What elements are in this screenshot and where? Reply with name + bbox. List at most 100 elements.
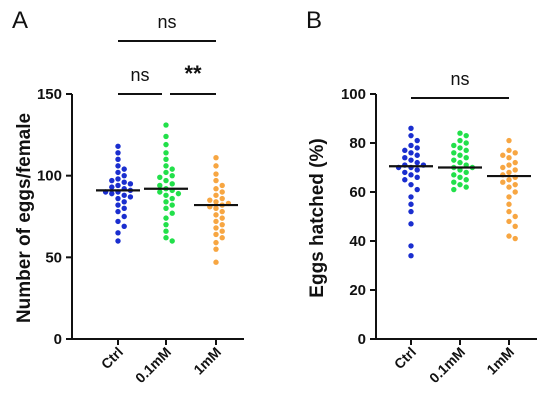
data-point <box>115 218 121 225</box>
data-point <box>506 208 512 215</box>
data-point <box>169 181 175 187</box>
data-point <box>169 195 175 202</box>
y-axis-label: Number of eggs/female <box>14 113 35 323</box>
data-point <box>512 223 518 229</box>
data-point <box>109 184 115 190</box>
data-point <box>408 150 414 156</box>
data-point <box>500 179 506 185</box>
data-point <box>463 155 469 161</box>
data-point <box>414 167 420 173</box>
data-point <box>219 228 225 234</box>
panel-letter: B <box>306 7 322 34</box>
data-point <box>121 205 127 212</box>
data-point <box>402 177 408 183</box>
data-point <box>121 172 127 179</box>
data-point <box>451 179 457 185</box>
data-point <box>500 152 506 158</box>
data-point <box>457 152 463 158</box>
data-point <box>512 181 518 188</box>
data-point <box>213 171 219 177</box>
data-point <box>213 163 219 169</box>
y-tick-label: 20 <box>349 282 366 299</box>
data-point <box>512 167 518 173</box>
data-point <box>213 155 219 161</box>
x-tick-label: 1mM <box>483 344 517 378</box>
data-point <box>163 221 169 228</box>
data-point <box>121 166 127 172</box>
data-point <box>402 155 408 161</box>
data-point <box>500 164 506 171</box>
data-point <box>121 223 127 229</box>
data-point <box>457 145 463 151</box>
data-point <box>414 186 420 193</box>
data-point <box>213 231 219 238</box>
data-point <box>506 137 512 144</box>
data-point <box>163 228 169 234</box>
data-point <box>219 182 225 189</box>
data-point <box>408 132 414 139</box>
data-point <box>414 137 420 144</box>
data-point <box>457 167 463 173</box>
data-point <box>121 199 127 205</box>
data-point <box>402 147 408 154</box>
data-point <box>457 130 463 136</box>
data-point <box>219 195 225 202</box>
panel-b: B 0 20 40 60 80 100 Eggs hatched (%) Ctrl 0.1mM 1m… <box>306 7 537 386</box>
data-point <box>408 243 414 249</box>
data-point <box>115 208 121 215</box>
data-point <box>457 181 463 188</box>
data-point <box>408 172 414 178</box>
data-point <box>169 172 175 179</box>
data-point <box>163 199 169 205</box>
data-point <box>115 202 121 208</box>
data-point <box>457 174 463 180</box>
data-point <box>512 213 518 220</box>
data-point <box>157 174 163 180</box>
data-point <box>163 169 169 176</box>
data-point <box>506 184 512 190</box>
data-point <box>512 159 518 166</box>
data-point <box>414 145 420 151</box>
data-point <box>451 150 457 156</box>
data-point <box>414 159 420 166</box>
data-point <box>512 189 518 195</box>
data-point <box>402 169 408 176</box>
data-point <box>408 208 414 215</box>
significance-label: ns <box>450 69 469 89</box>
x-tick-label: Ctrl <box>98 344 126 372</box>
data-point <box>451 186 457 193</box>
data-point <box>157 182 163 189</box>
data-point <box>451 157 457 163</box>
data-point <box>157 189 163 195</box>
data-point <box>213 259 219 265</box>
data-point <box>219 189 225 195</box>
data-point <box>163 205 169 212</box>
data-point <box>115 143 121 149</box>
data-point <box>109 177 115 184</box>
y-axis-label: Eggs hatched (%) <box>307 138 328 297</box>
data-point <box>127 194 134 200</box>
data-point <box>115 238 121 244</box>
data-point <box>512 150 518 156</box>
data-point <box>163 235 169 241</box>
data-point <box>127 181 134 187</box>
data-point <box>213 212 219 218</box>
data-point <box>115 182 121 189</box>
data-point <box>408 201 414 207</box>
data-point <box>506 177 512 183</box>
data-point <box>163 163 169 169</box>
data-point <box>506 233 512 239</box>
data-point <box>163 177 169 184</box>
y-tick-label: 0 <box>54 331 62 348</box>
x-tick-label: 0.1mM <box>132 344 174 386</box>
panel-letter: A <box>12 7 28 34</box>
y-tick-label: 100 <box>37 168 62 185</box>
data-point <box>463 140 469 146</box>
data-point <box>219 221 225 228</box>
data-point <box>169 166 175 172</box>
significance-label: ns <box>157 12 176 32</box>
data-point <box>163 141 169 148</box>
data-point <box>451 142 457 149</box>
data-point <box>451 172 457 178</box>
data-point <box>163 215 169 221</box>
